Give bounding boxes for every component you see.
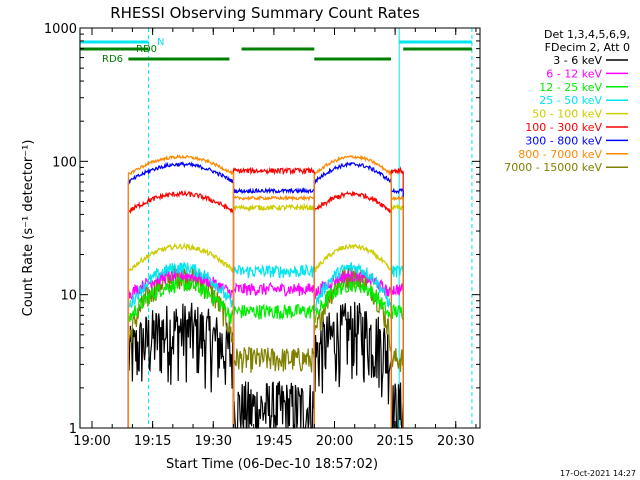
legend-entry-label: 300 - 800 keV bbox=[525, 134, 602, 147]
series-line-6-12-kev bbox=[127, 268, 404, 428]
legend-entry-label: 800 - 7000 keV bbox=[518, 148, 602, 161]
x-tick-label: 20:00 bbox=[316, 434, 353, 449]
plot-timestamp: 17-Oct-2021 14:27 bbox=[560, 469, 636, 478]
legend-entry-label: 100 - 300 keV bbox=[525, 121, 602, 134]
x-tick-label: 19:00 bbox=[73, 434, 110, 449]
y-tick-label: 1000 bbox=[44, 22, 77, 37]
x-tick-label: 20:15 bbox=[376, 434, 413, 449]
flag-label-rd6: RD6 bbox=[102, 54, 123, 65]
y-tick-label: 100 bbox=[52, 155, 77, 170]
series-line-50-100-kev bbox=[127, 202, 404, 428]
y-axis-label: Count Rate (s⁻¹ detector⁻¹) bbox=[21, 140, 36, 317]
legend-entry-label: 25 - 50 keV bbox=[539, 94, 602, 107]
legend-entry-label: 6 - 12 keV bbox=[546, 67, 602, 80]
chart-title: RHESSI Observing Summary Count Rates bbox=[110, 4, 420, 22]
legend-entry-label: 50 - 100 keV bbox=[532, 108, 602, 121]
x-tick-label: 20:30 bbox=[437, 434, 474, 449]
plot-frame bbox=[79, 27, 481, 429]
legend-entry-label: 3 - 6 keV bbox=[553, 54, 602, 67]
y-tick-label: 10 bbox=[60, 289, 77, 304]
x-axis-label: Start Time (06-Dec-10 18:57:02) bbox=[166, 457, 378, 472]
data-series-group bbox=[127, 154, 404, 430]
series-line-100-300-kev bbox=[127, 166, 404, 428]
y-tick-label: 1 bbox=[69, 422, 77, 437]
axis-ticks: 19:00 19:15 19:30 19:45 20:00 20:15 20:30 1 10 10… bbox=[44, 22, 480, 449]
legend-entry-label: 7000 - 15000 keV bbox=[504, 161, 602, 174]
x-tick-label: 19:30 bbox=[195, 434, 232, 449]
x-tick-label: 19:45 bbox=[255, 434, 292, 449]
flag-label-rd0: RD0 bbox=[136, 44, 157, 55]
legend: Det 1,3,4,5,6,9,FDecim 2, Att 03 - 6 keV… bbox=[504, 28, 630, 174]
legend-entry-label: 12 - 25 keV bbox=[539, 81, 602, 94]
series-line-25-50-kev bbox=[127, 261, 404, 428]
flag-label-n: N bbox=[157, 37, 164, 48]
series-line-800-7000-kev bbox=[127, 154, 404, 428]
series-line-300-800-kev bbox=[127, 161, 404, 428]
series-line-3-6-kev bbox=[127, 301, 404, 430]
x-tick-label: 19:15 bbox=[134, 434, 171, 449]
legend-header-line: Det 1,3,4,5,6,9, bbox=[544, 28, 630, 41]
legend-header-line: FDecim 2, Att 0 bbox=[545, 41, 630, 54]
